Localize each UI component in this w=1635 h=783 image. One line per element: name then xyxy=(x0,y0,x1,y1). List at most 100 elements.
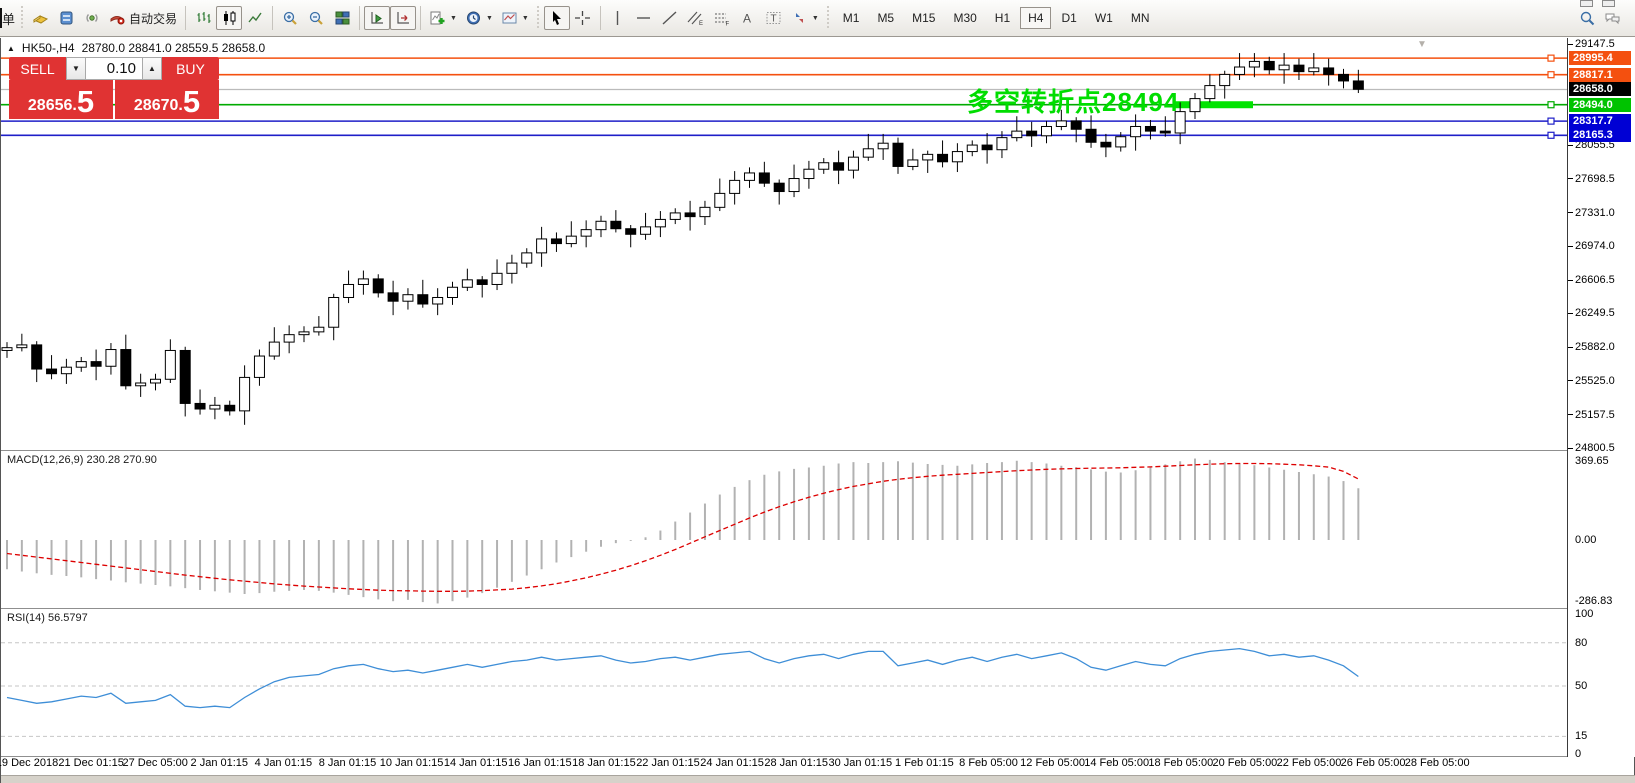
time-axis-label: 20 Feb 05:00 xyxy=(1212,757,1278,769)
price-tick-mark xyxy=(1568,212,1573,214)
data-window-button[interactable] xyxy=(53,6,79,30)
macd-indicator-pane[interactable] xyxy=(1,451,1567,608)
chart-symbol-header: ▲ HK50-,H4 28780.0 28841.0 28559.5 28658… xyxy=(7,41,265,55)
fibonacci-tool-button[interactable]: F xyxy=(709,6,735,30)
cursor-tool-button[interactable] xyxy=(543,6,570,30)
timeframe-button-h4[interactable]: H4 xyxy=(1020,7,1052,29)
window-restore-button[interactable] xyxy=(1580,0,1593,7)
time-axis-label: 12 Feb 05:00 xyxy=(1020,757,1086,769)
equidistant-channel-tool-button[interactable]: E xyxy=(683,6,709,30)
clipped-new-order-button[interactable]: 单 xyxy=(0,8,16,28)
svg-text:F: F xyxy=(726,22,730,27)
zoom-in-icon xyxy=(283,11,297,25)
horizontal-line-tool-button[interactable] xyxy=(631,6,657,30)
text-tool-button[interactable]: A xyxy=(735,6,761,30)
buy-price[interactable]: 28670. 5 xyxy=(115,80,219,119)
turning-point-annotation[interactable]: 多空转折点28494 xyxy=(967,87,1180,117)
main-price-chart[interactable] xyxy=(1,38,1567,450)
chart-window[interactable]: 29147.5 28055.5 27698.5 27331.0 26974.0 26606… xyxy=(0,38,1635,783)
toolbar-separator xyxy=(599,6,601,30)
chart-shift-button[interactable] xyxy=(390,6,417,30)
line-chart-icon xyxy=(247,12,262,23)
sell-price[interactable]: 28656. 5 xyxy=(9,80,113,119)
macd-label: MACD(12,26,9) 230.28 270.90 xyxy=(7,454,157,466)
line-chart-mode-button[interactable] xyxy=(242,6,268,30)
rsi-indicator-pane[interactable] xyxy=(1,609,1567,756)
price-tick-mark xyxy=(1568,178,1573,180)
price-level-badge: 28494.0 xyxy=(1569,97,1631,112)
chat-icon[interactable] xyxy=(1604,10,1621,26)
timeframe-button-m30[interactable]: M30 xyxy=(953,11,977,25)
signal-waves-icon xyxy=(85,14,98,22)
volume-decrease-button[interactable]: ▼ xyxy=(66,57,86,80)
auto-scroll-icon xyxy=(370,12,383,24)
sell-button[interactable]: SELL xyxy=(9,57,66,80)
tile-windows-button[interactable] xyxy=(329,6,355,30)
volume-increase-button[interactable]: ▲ xyxy=(142,57,162,80)
timeframe-button-m5[interactable]: M5 xyxy=(877,11,895,25)
price-tick-mark xyxy=(1568,346,1573,348)
pane-divider xyxy=(1,756,1635,757)
fibonacci-icon: F xyxy=(715,13,730,27)
timeframe-button-mn[interactable]: MN xyxy=(1130,11,1150,25)
yellow-pad-icon xyxy=(32,15,48,24)
time-axis-label: 19 Dec 2018 xyxy=(0,757,59,769)
timeframe-button-h1[interactable]: H1 xyxy=(994,11,1011,25)
text-icon: A xyxy=(743,12,751,26)
time-axis[interactable]: 19 Dec 2018 21 Dec 01:15 27 Dec 05:00 2 Jan… xyxy=(0,757,1567,774)
timeframe-button-w1[interactable]: W1 xyxy=(1094,11,1113,25)
chart-shift-icon xyxy=(396,12,409,24)
arrows-tool-button[interactable]: ▼ xyxy=(787,6,823,30)
channel-icon: E xyxy=(687,11,703,26)
sell-price-dot: . xyxy=(72,97,77,114)
search-icon[interactable] xyxy=(1579,10,1596,26)
bar-chart-mode-button[interactable] xyxy=(190,6,216,30)
cursor-icon xyxy=(553,11,562,25)
price-tick-label: 29147.5 xyxy=(1575,38,1615,50)
pane-divider[interactable] xyxy=(1,450,1635,451)
buy-button[interactable]: BUY xyxy=(162,57,219,80)
rsi-axis-label: 0 xyxy=(1575,748,1582,760)
timeframe-button-d1[interactable]: D1 xyxy=(1061,11,1077,25)
zoom-in-button[interactable] xyxy=(277,6,303,30)
auto-scroll-button[interactable] xyxy=(364,6,391,30)
rsi-axis-label: 100 xyxy=(1575,608,1594,620)
ohlc-bars-icon xyxy=(197,12,211,23)
time-axis-label: 30 Jan 01:15 xyxy=(828,757,893,769)
price-tick-mark xyxy=(1568,312,1573,314)
svg-text:E: E xyxy=(699,21,703,26)
crosshair-tool-button[interactable] xyxy=(570,6,596,30)
price-level-badge: 28995.4 xyxy=(1569,51,1631,66)
time-axis-label: 2 Jan 01:15 xyxy=(190,757,249,769)
candlestick-mode-button[interactable] xyxy=(216,6,243,30)
volume-field[interactable]: 0.10 xyxy=(86,57,142,80)
time-axis-label: 10 Jan 01:15 xyxy=(379,757,444,769)
zoom-out-button[interactable] xyxy=(303,6,329,30)
chart-shift-marker-icon[interactable]: ▼ xyxy=(1417,39,1427,50)
crosshair-icon xyxy=(575,11,591,25)
signals-button[interactable] xyxy=(79,6,105,30)
periods-button[interactable]: ▼ xyxy=(461,6,497,30)
trendline-icon xyxy=(662,11,677,25)
price-tick-label: 27331.0 xyxy=(1575,206,1615,219)
dropdown-caret-icon: ▼ xyxy=(521,14,529,22)
time-axis-label: 26 Feb 05:00 xyxy=(1340,757,1406,769)
price-tick-mark xyxy=(1568,279,1573,281)
price-tick-mark xyxy=(1568,245,1573,247)
vertical-line-tool-button[interactable] xyxy=(605,6,631,30)
autotrading-label: 自动交易 xyxy=(129,11,178,26)
price-tick-mark xyxy=(1568,414,1573,416)
timeframe-button-m15[interactable]: M15 xyxy=(912,11,936,25)
market-watch-button[interactable] xyxy=(27,6,53,30)
text-label-tool-button[interactable]: T xyxy=(761,6,787,30)
indicators-button[interactable]: ▼ xyxy=(425,6,461,30)
autotrading-button[interactable]: 自动交易 xyxy=(105,6,181,30)
templates-button[interactable]: ▼ xyxy=(497,6,533,30)
pane-divider[interactable] xyxy=(1,608,1635,609)
trendline-tool-button[interactable] xyxy=(657,6,683,30)
price-level-badge: 28165.3 xyxy=(1569,128,1631,143)
price-tick-label: 28055.5 xyxy=(1575,139,1615,152)
time-axis-label: 4 Jan 01:15 xyxy=(254,757,313,769)
timeframe-button-m1[interactable]: M1 xyxy=(842,11,860,25)
window-close-button[interactable] xyxy=(1602,0,1615,7)
